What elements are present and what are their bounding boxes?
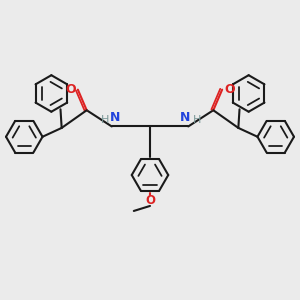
Text: O: O <box>65 82 76 95</box>
Text: O: O <box>145 194 155 207</box>
Text: H: H <box>193 115 201 125</box>
Text: N: N <box>180 111 190 124</box>
Text: H: H <box>101 115 110 125</box>
Text: O: O <box>224 82 235 95</box>
Text: N: N <box>110 111 120 124</box>
